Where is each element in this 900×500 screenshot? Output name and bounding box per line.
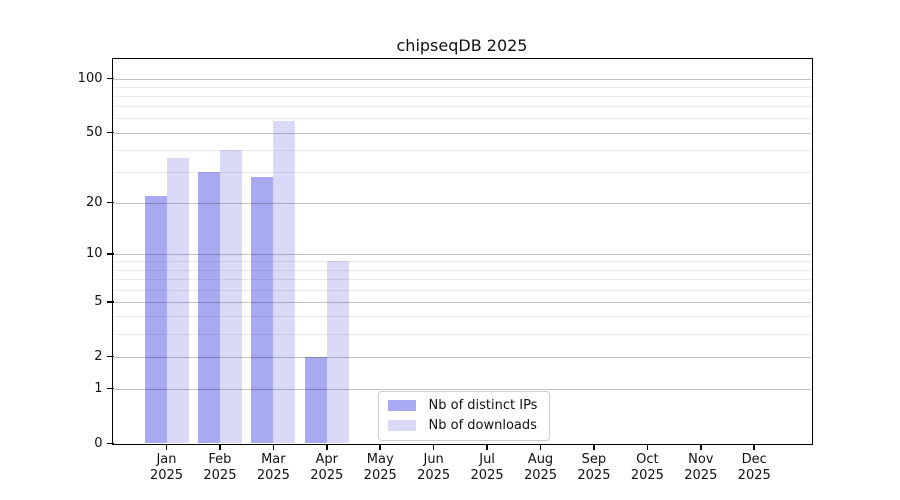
- x-tick-mark: [272, 445, 275, 450]
- gridline-minor: [113, 118, 811, 120]
- gridline-major: [113, 78, 811, 80]
- gridline-minor: [113, 86, 811, 88]
- y-tick-label: 5: [94, 293, 103, 309]
- gridline-minor: [113, 171, 811, 173]
- x-tick-label-jan: Jan 2025: [149, 452, 184, 483]
- gridline-minor: [113, 333, 811, 335]
- x-tick-label-jul: Jul 2025: [470, 452, 504, 483]
- legend: Nb of distinct IPs Nb of downloads: [377, 390, 551, 441]
- y-tick-label: 100: [77, 70, 103, 86]
- y-tick-label: 10: [85, 245, 103, 261]
- x-tick-mark: [486, 445, 488, 450]
- y-tick-label: 1: [94, 380, 103, 396]
- y-tick-mark: [106, 355, 114, 358]
- plot-area: [113, 59, 811, 444]
- bar-distinct-ips-mar: [251, 177, 274, 444]
- chart-title: chipseqDB 2025: [396, 36, 528, 55]
- gridline-major: [113, 301, 811, 303]
- x-tick-label-jun: Jun 2025: [417, 452, 451, 483]
- y-tick-mark: [106, 131, 114, 134]
- x-tick-label-apr: Apr 2025: [310, 452, 344, 483]
- x-tick-mark: [593, 445, 595, 450]
- bar-downloads-apr: [326, 261, 349, 444]
- x-tick-label-nov: Nov 2025: [684, 452, 718, 483]
- legend-swatch-distinct-ips: [387, 399, 416, 411]
- bar-distinct-ips-apr: [304, 356, 327, 444]
- gridline-minor: [113, 279, 811, 281]
- y-tick-label: 50: [85, 124, 103, 140]
- y-tick-mark: [106, 387, 114, 390]
- x-tick-mark: [432, 445, 435, 450]
- bar-downloads-jan: [166, 157, 189, 444]
- y-tick-label: 0: [94, 435, 103, 451]
- gridline-minor: [113, 106, 811, 108]
- y-tick-mark: [106, 301, 114, 303]
- gridline-major: [113, 356, 811, 358]
- x-tick-label-mar: Mar 2025: [256, 452, 290, 483]
- x-tick-label-may: May 2025: [363, 452, 397, 483]
- gridline-major: [113, 388, 811, 390]
- gridline-major: [113, 202, 811, 204]
- legend-label-downloads: Nb of downloads: [428, 417, 537, 433]
- x-tick-label-feb: Feb 2025: [203, 452, 237, 483]
- y-tick-label: 2: [94, 348, 103, 364]
- x-tick-label-oct: Oct 2025: [630, 452, 664, 483]
- x-tick-mark: [753, 445, 755, 450]
- bar-downloads-feb: [219, 149, 242, 444]
- x-tick-label-aug: Aug 2025: [523, 452, 558, 483]
- x-tick-mark: [646, 445, 649, 450]
- gridline-minor: [113, 316, 811, 318]
- x-tick-mark: [379, 445, 381, 450]
- legend-swatch-downloads: [387, 419, 416, 431]
- bar-distinct-ips-jan: [144, 195, 167, 444]
- x-tick-mark: [539, 445, 542, 450]
- gridline-minor: [113, 269, 811, 271]
- gridline-minor: [113, 289, 811, 291]
- x-tick-mark: [219, 445, 221, 450]
- y-tick-mark: [106, 253, 114, 255]
- x-tick-mark: [700, 445, 702, 450]
- legend-label-distinct-ips: Nb of distinct IPs: [428, 397, 538, 413]
- gridline-minor: [113, 149, 811, 151]
- gridline-minor: [113, 95, 811, 97]
- x-tick-mark: [165, 445, 168, 450]
- legend-entry-downloads: Nb of downloads: [387, 417, 538, 434]
- x-tick-label-dec: Dec 2025: [737, 452, 771, 483]
- y-tick-mark: [106, 442, 114, 445]
- x-tick-mark: [326, 445, 328, 450]
- gridline-minor: [113, 261, 811, 263]
- bar-downloads-mar: [273, 121, 296, 444]
- bar-distinct-ips-feb: [197, 171, 220, 444]
- gridline-major: [113, 253, 811, 255]
- y-tick-mark: [106, 77, 114, 80]
- y-tick-label: 20: [85, 194, 103, 210]
- gridline-major: [113, 132, 811, 134]
- y-tick-mark: [106, 201, 114, 204]
- legend-entry-distinct-ips: Nb of distinct IPs: [387, 397, 538, 414]
- x-tick-label-sep: Sep 2025: [577, 452, 611, 483]
